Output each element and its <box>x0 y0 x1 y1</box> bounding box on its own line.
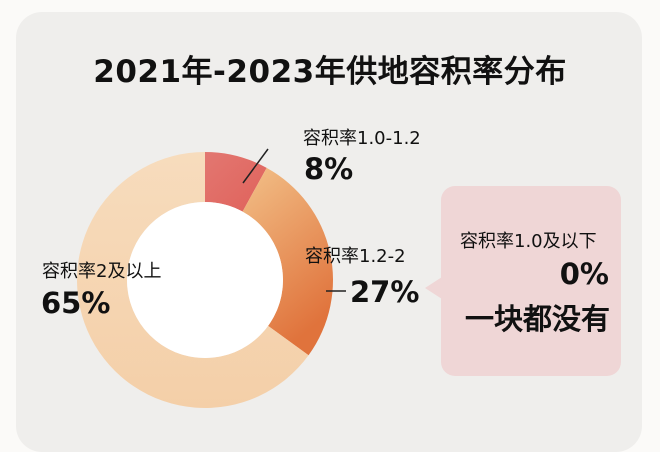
donut-slice-0 <box>205 152 267 212</box>
chart-title: 2021年-2023年供地容积率分布 <box>93 54 567 90</box>
figure-frame: 2021年-2023年供地容积率分布 容积率1.0-1.2 8% 容积率1.2-… <box>16 12 642 452</box>
callout-value: 0% <box>559 257 609 291</box>
slice-label-1-value: 27% <box>350 275 420 309</box>
donut-chart <box>76 148 346 409</box>
callout-note: 一块都没有 <box>464 302 610 336</box>
slice-label-2-value: 65% <box>41 286 111 320</box>
callout-label: 容积率1.0及以下 <box>460 231 597 252</box>
slice-label-0-value: 8% <box>304 152 354 186</box>
donut-hole <box>127 202 283 358</box>
slice-label-1-name: 容积率1.2-2 <box>305 246 406 267</box>
slice-label-0-name: 容积率1.0-1.2 <box>303 128 421 149</box>
donut-slice-2 <box>76 152 309 409</box>
slice-label-2-name: 容积率2及以上 <box>42 261 162 282</box>
donut-slices <box>76 152 333 409</box>
leader-line-slice-0 <box>242 148 269 184</box>
donut-slice-1 <box>242 167 333 356</box>
callout-box <box>441 186 621 376</box>
callout-pointer <box>425 277 442 299</box>
